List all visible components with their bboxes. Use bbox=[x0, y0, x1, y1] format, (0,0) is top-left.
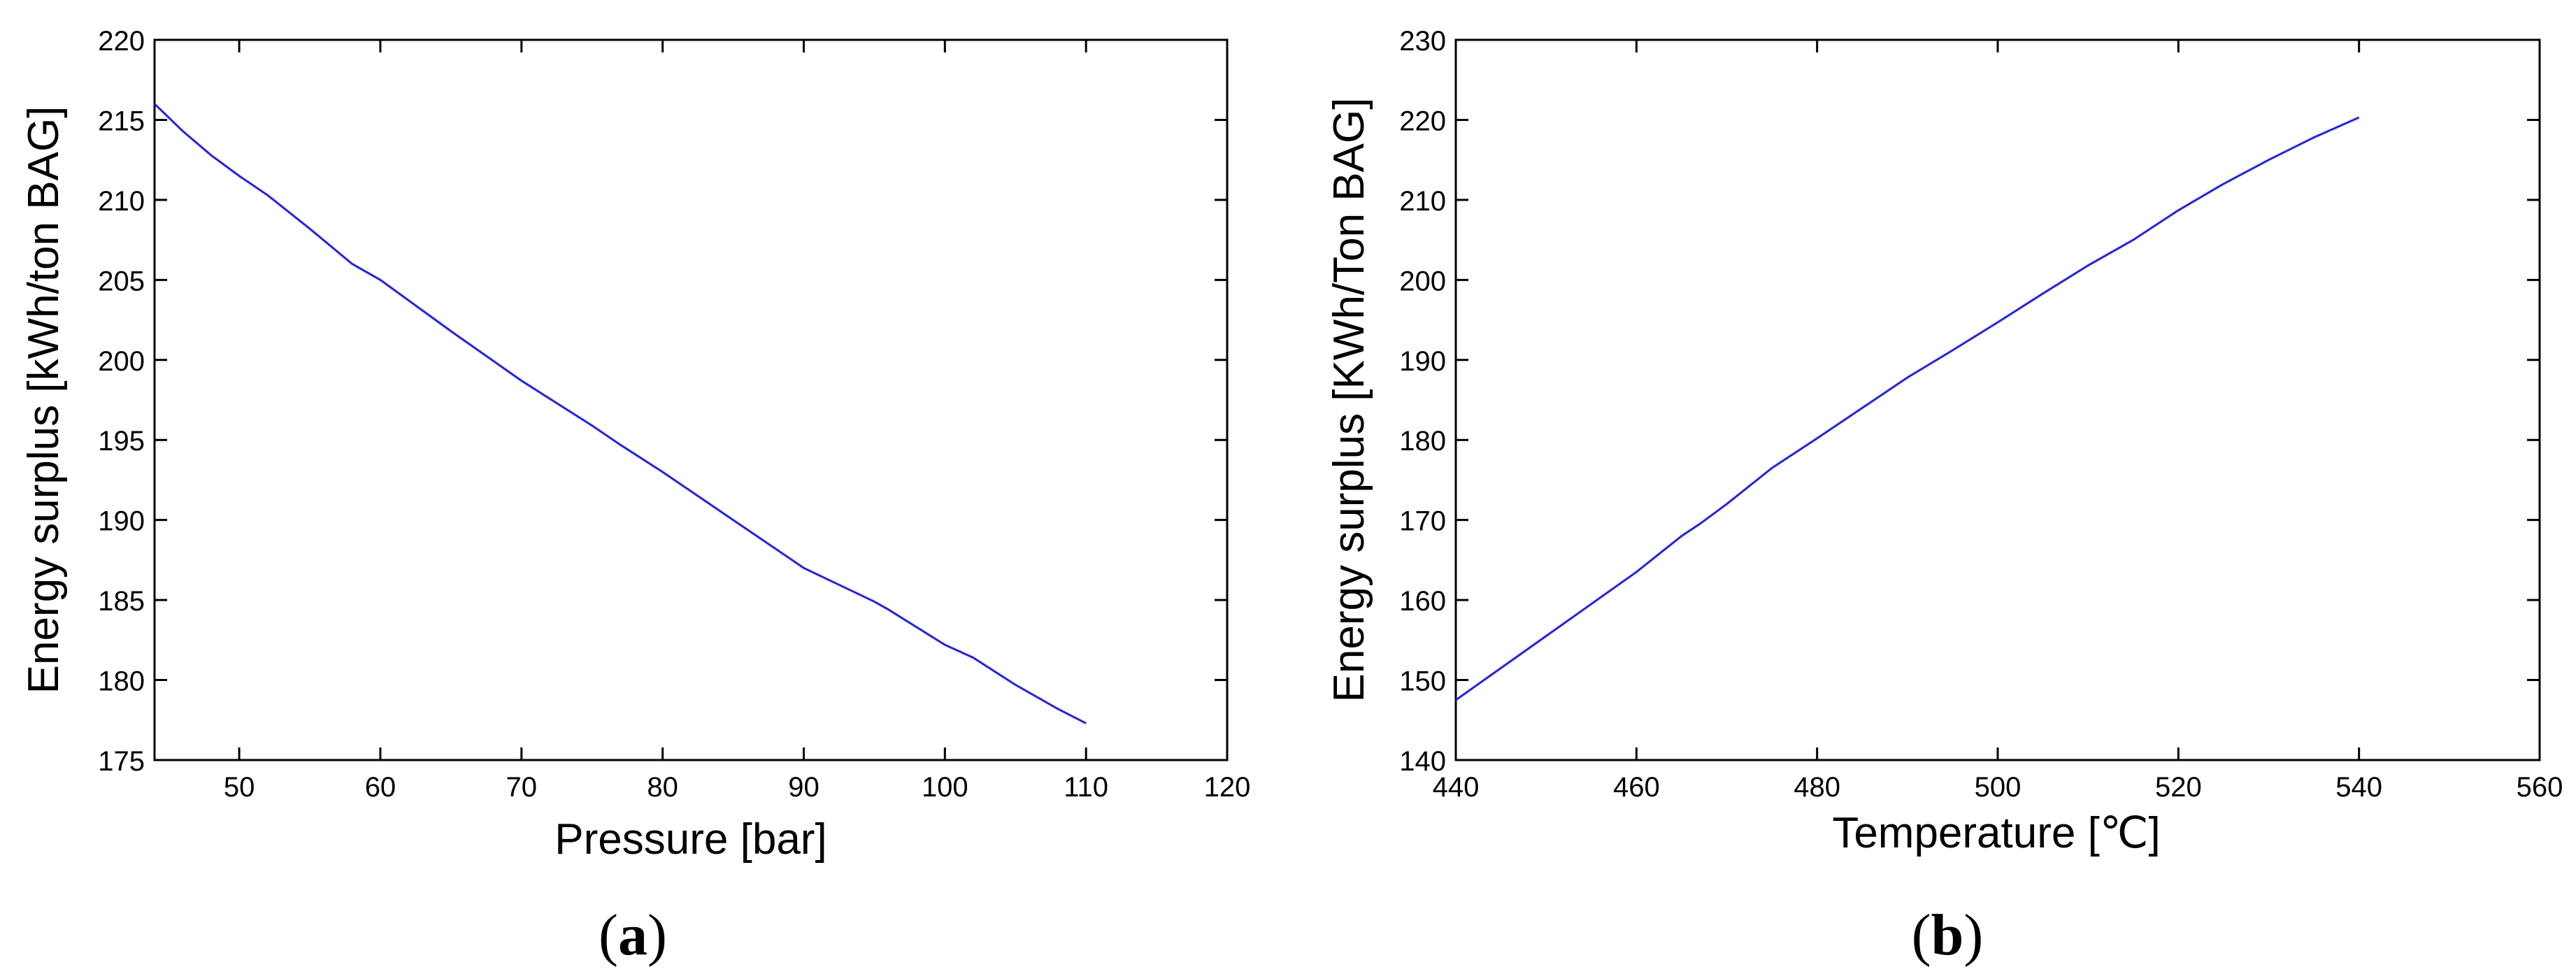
y-tick-label-b: 230 bbox=[1399, 26, 1446, 57]
panel-label-a-letter: a bbox=[618, 903, 647, 968]
y-tick-label-b: 160 bbox=[1399, 586, 1446, 617]
x-tick-label-a: 70 bbox=[506, 772, 538, 803]
y-tick-label-a: 175 bbox=[98, 746, 145, 777]
panel-label-b-open: ( bbox=[1912, 903, 1931, 968]
series-line-b bbox=[1455, 116, 2360, 701]
y-tick-label-a: 190 bbox=[98, 506, 145, 537]
y-tick-label-b: 170 bbox=[1399, 506, 1446, 537]
x-tick-label-a: 80 bbox=[647, 772, 678, 803]
y-tick-label-b: 220 bbox=[1399, 106, 1446, 136]
x-tick-label-b: 460 bbox=[1613, 772, 1660, 803]
panel-label-a: (a) bbox=[599, 903, 667, 968]
y-tick-label-a: 220 bbox=[98, 26, 145, 57]
y-tick-label-b: 140 bbox=[1399, 746, 1446, 777]
y-tick-label-a: 185 bbox=[98, 586, 145, 617]
ticks-b bbox=[1454, 38, 2541, 761]
y-tick-label-b: 210 bbox=[1399, 186, 1446, 217]
x-tick-label-b: 500 bbox=[1975, 772, 2022, 803]
x-tick-label-a: 50 bbox=[224, 772, 255, 803]
y-axis-label-b: Energy surplus [KWh/Ton BAG] bbox=[1325, 98, 1373, 703]
x-tick-label-a: 60 bbox=[365, 772, 396, 803]
y-tick-label-b: 200 bbox=[1399, 266, 1446, 296]
x-tick-label-a: 110 bbox=[1064, 772, 1108, 803]
y-tick-label-a: 180 bbox=[98, 666, 145, 697]
tick-labels-a: 50 60 70 80 90 100 110 120 175 180 185 190 195 200 205… bbox=[98, 26, 1250, 803]
y-tick-label-a: 205 bbox=[98, 266, 145, 296]
plot-frame-b bbox=[1454, 38, 2541, 761]
chart-panel-a: 50 60 70 80 90 100 110 120 175 180 185 190 195 200 205… bbox=[20, 26, 1250, 968]
y-tick-label-a: 200 bbox=[98, 346, 145, 377]
x-tick-label-a: 100 bbox=[922, 772, 968, 803]
y-tick-label-b: 180 bbox=[1399, 426, 1446, 457]
tick-labels-b: 440 460 480 500 520 540 560 140 150 160 170 180 190 2… bbox=[1399, 26, 2563, 803]
y-tick-label-b: 190 bbox=[1399, 346, 1446, 377]
x-axis-label-a: Pressure [bar] bbox=[554, 815, 827, 864]
x-axis-label-b: Temperature [℃] bbox=[1832, 809, 2160, 857]
y-axis-label-a: Energy surplus [kWh/ton BAG] bbox=[20, 106, 68, 694]
x-tick-label-b: 540 bbox=[2335, 772, 2382, 803]
panel-label-b: (b) bbox=[1912, 903, 1984, 968]
y-tick-label-a: 195 bbox=[98, 426, 145, 457]
panel-label-a-open: ( bbox=[599, 903, 618, 968]
x-tick-label-a: 120 bbox=[1204, 772, 1251, 803]
y-tick-label-a: 215 bbox=[98, 106, 145, 136]
panel-label-b-letter: b bbox=[1931, 903, 1964, 968]
panel-label-a-close: ) bbox=[647, 903, 667, 968]
x-tick-label-b: 520 bbox=[2155, 772, 2202, 803]
chart-panel-b: 440 460 480 500 520 540 560 140 150 160 170 180 190 2… bbox=[1325, 26, 2563, 968]
x-tick-label-b: 480 bbox=[1794, 772, 1840, 803]
x-tick-label-b: 440 bbox=[1433, 772, 1480, 803]
ticks-a bbox=[155, 38, 1229, 761]
plot-frame-a bbox=[153, 38, 1229, 761]
x-tick-label-b: 560 bbox=[2517, 772, 2563, 803]
panel-label-b-close: ) bbox=[1963, 903, 1983, 968]
series-line-a bbox=[153, 103, 1087, 724]
x-tick-label-a: 90 bbox=[788, 772, 820, 803]
y-tick-label-b: 150 bbox=[1399, 666, 1446, 697]
y-tick-label-a: 210 bbox=[98, 186, 145, 217]
